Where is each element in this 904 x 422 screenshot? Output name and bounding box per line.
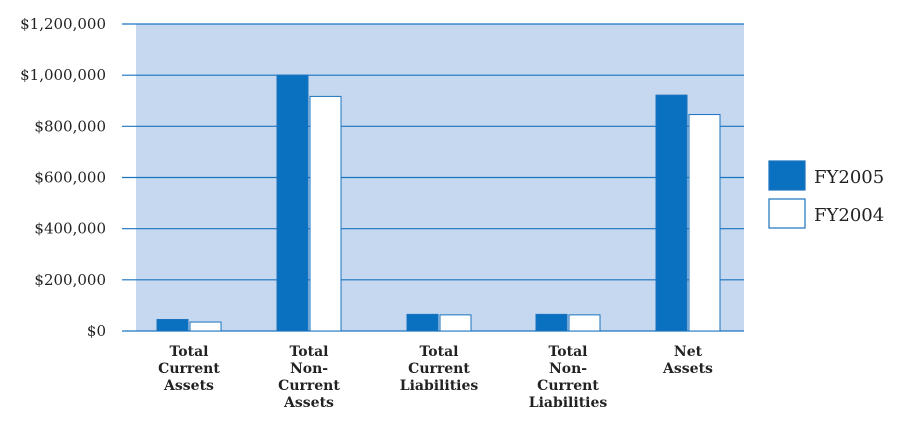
legend: FY2005 FY2004 bbox=[768, 160, 884, 229]
bar-fy2005-0 bbox=[156, 318, 189, 332]
legend-label-fy2004: FY2004 bbox=[814, 205, 884, 226]
bar-fy2005-3 bbox=[535, 313, 568, 332]
bar-fy2005-1 bbox=[276, 74, 309, 332]
bar-fy2004-0 bbox=[189, 321, 222, 332]
y-tick-label: $1,200,000 bbox=[20, 15, 106, 33]
bar-fy2004-2 bbox=[439, 314, 472, 332]
x-tick-label: Total Non-Current Liabilities bbox=[529, 344, 608, 411]
x-tick-label: Total Current Liabilities bbox=[400, 344, 479, 394]
bar-fy2004-1 bbox=[309, 95, 342, 332]
legend-swatch-fy2005 bbox=[768, 160, 806, 191]
y-axis-ticks: $0 $200,000 $400,000 $600,000 $800,000 $1,000… bbox=[20, 15, 106, 340]
x-tick-label: Total Non-Current Assets bbox=[278, 344, 340, 411]
legend-swatch-fy2004 bbox=[768, 198, 806, 229]
y-tick-label: $0 bbox=[87, 322, 106, 340]
y-tick-label: $1,000,000 bbox=[20, 66, 106, 84]
bars bbox=[156, 74, 721, 332]
y-tick-label: $400,000 bbox=[34, 220, 106, 238]
gridlines bbox=[122, 23, 744, 332]
legend-label-fy2005: FY2005 bbox=[814, 167, 884, 188]
bar-fy2004-3 bbox=[568, 314, 601, 332]
y-tick-label: $600,000 bbox=[34, 169, 106, 187]
x-tick-label: Net Assets bbox=[662, 344, 713, 377]
y-tick-label: $200,000 bbox=[34, 271, 106, 289]
bar-fy2004-4 bbox=[688, 114, 721, 332]
bar-fy2005-4 bbox=[655, 94, 688, 332]
x-axis-labels: Total Current Assets Total Non-Current Assets… bbox=[158, 344, 713, 411]
x-tick-label: Total Current Assets bbox=[158, 344, 220, 394]
bar-fy2005-2 bbox=[406, 313, 439, 332]
y-tick-label: $800,000 bbox=[34, 117, 106, 135]
